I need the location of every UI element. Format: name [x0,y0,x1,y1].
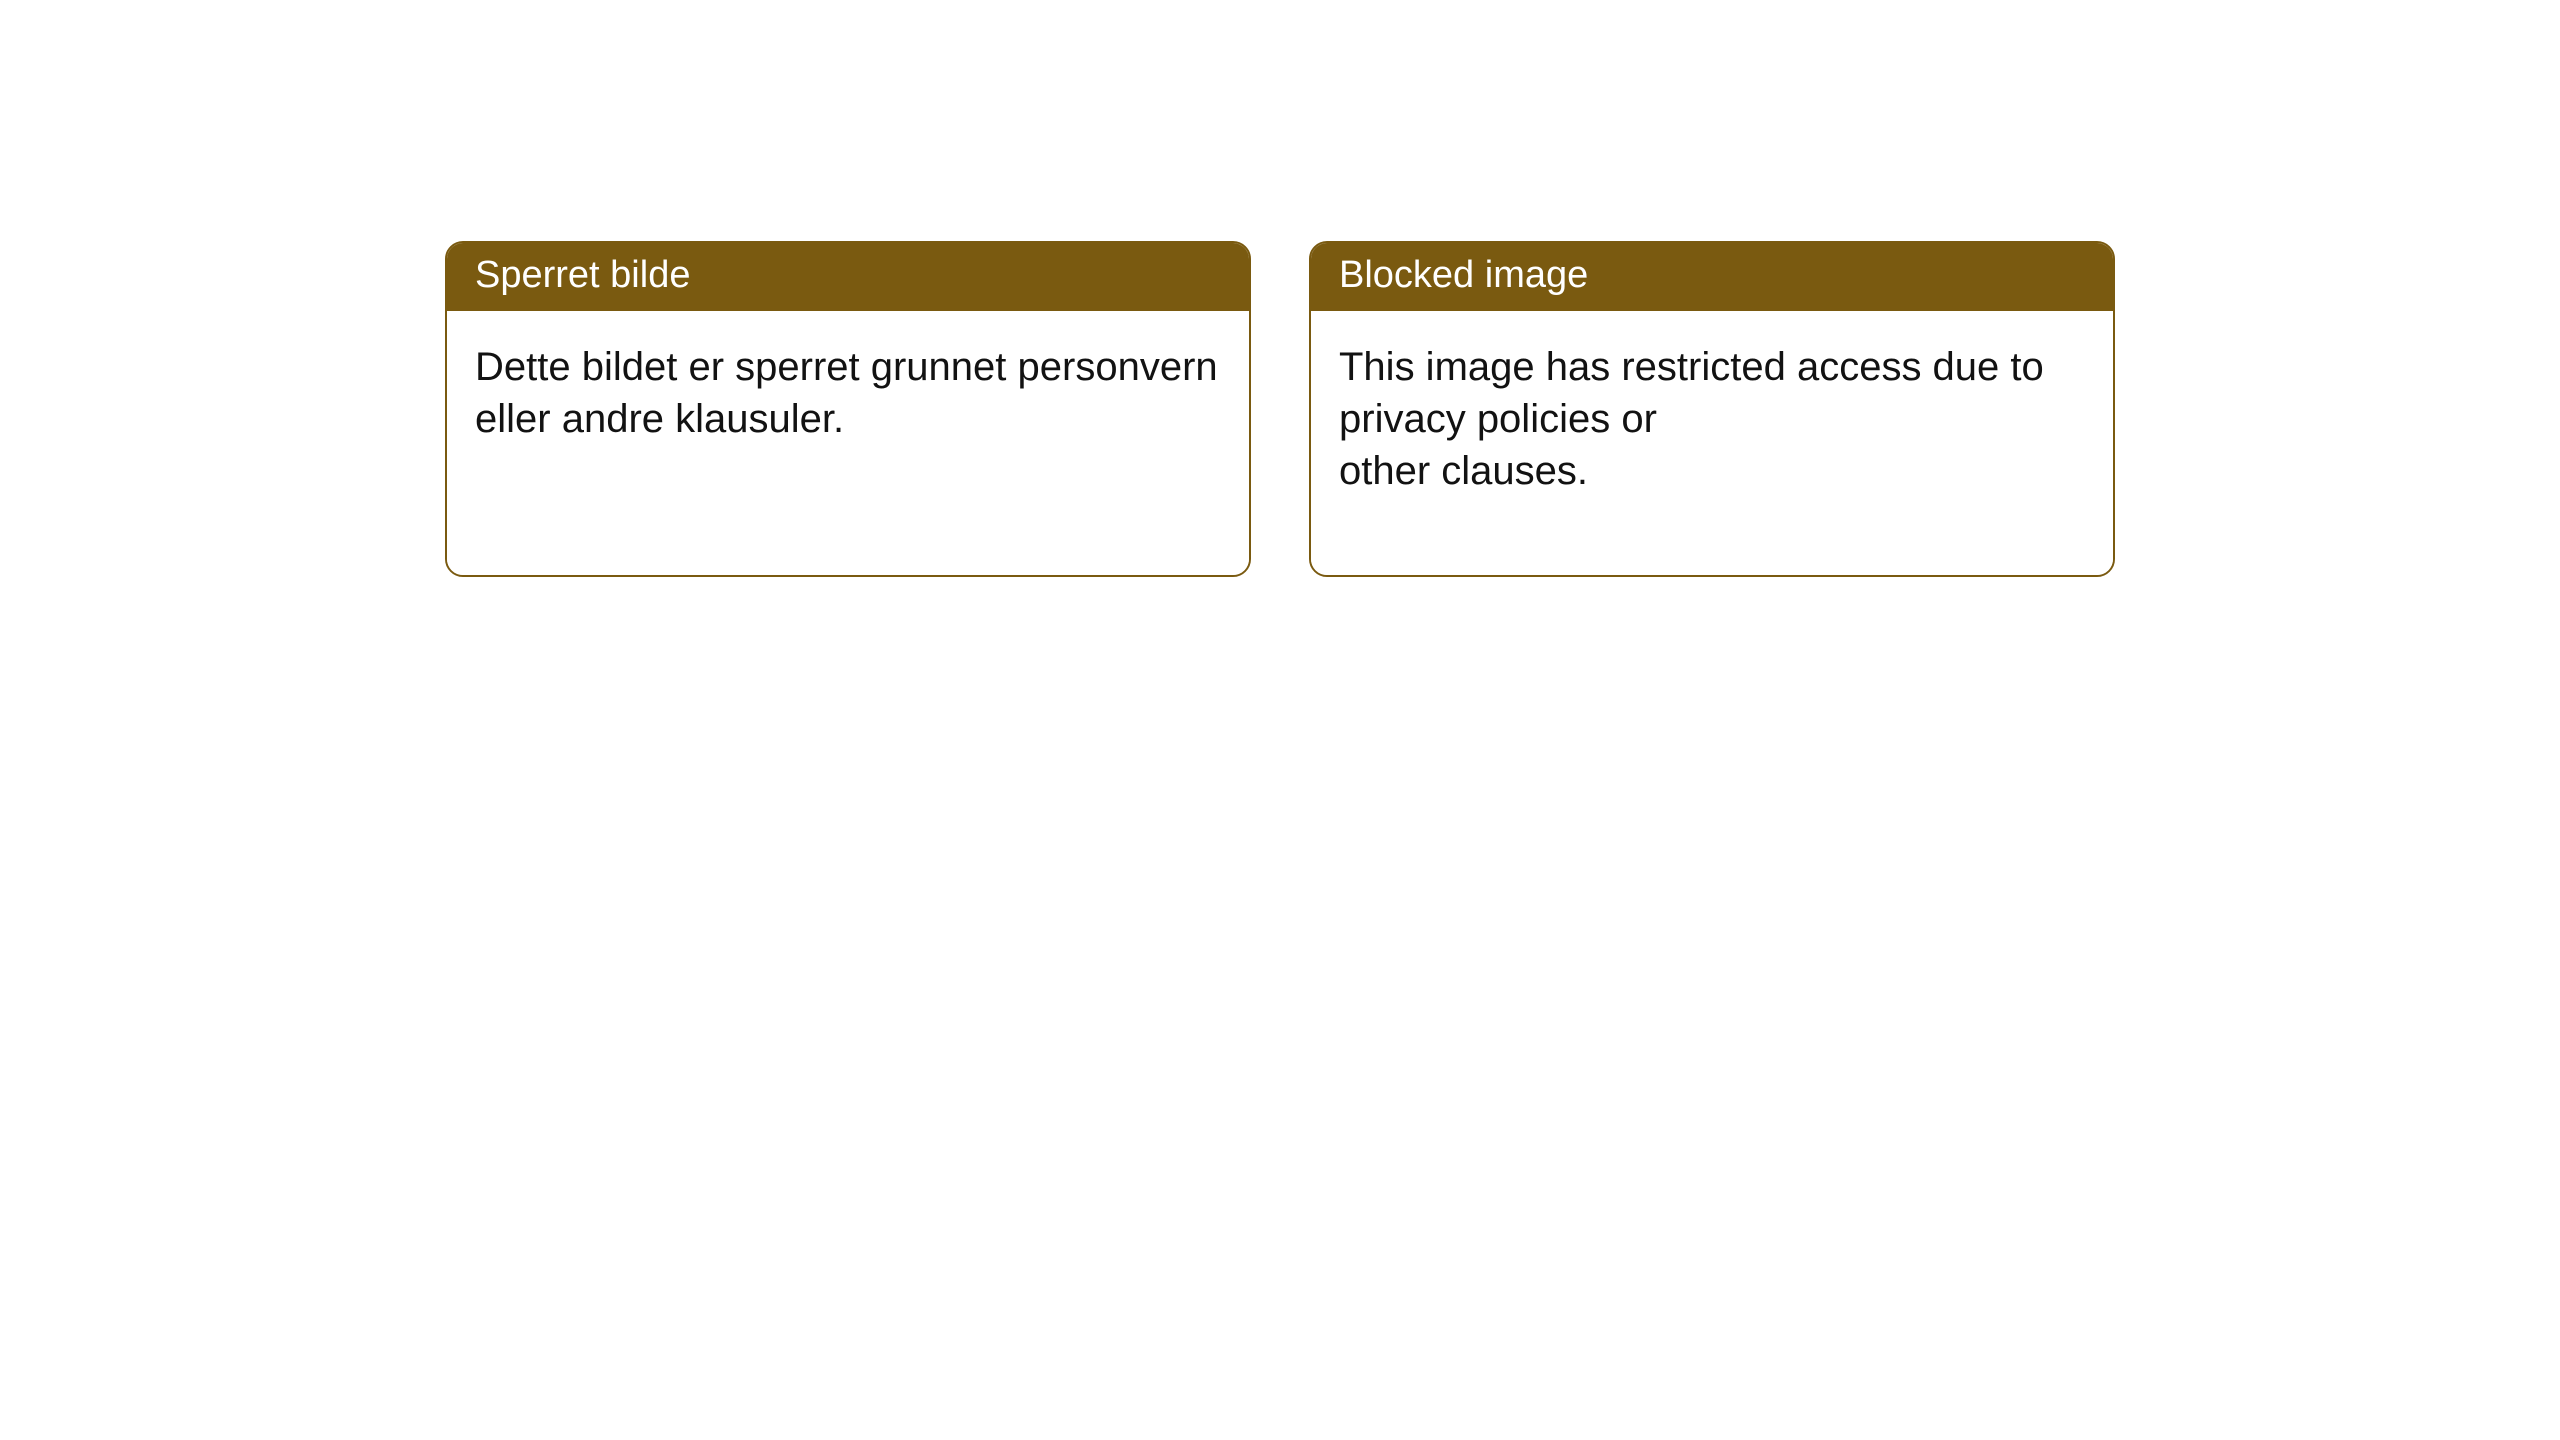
notice-card-english: Blocked image This image has restricted … [1309,241,2115,577]
notice-card-norwegian: Sperret bilde Dette bildet er sperret gr… [445,241,1251,577]
card-body: Dette bildet er sperret grunnet personve… [447,311,1249,575]
card-header: Sperret bilde [447,243,1249,311]
card-body: This image has restricted access due to … [1311,311,2113,575]
card-header: Blocked image [1311,243,2113,311]
notice-cards-container: Sperret bilde Dette bildet er sperret gr… [445,241,2115,577]
